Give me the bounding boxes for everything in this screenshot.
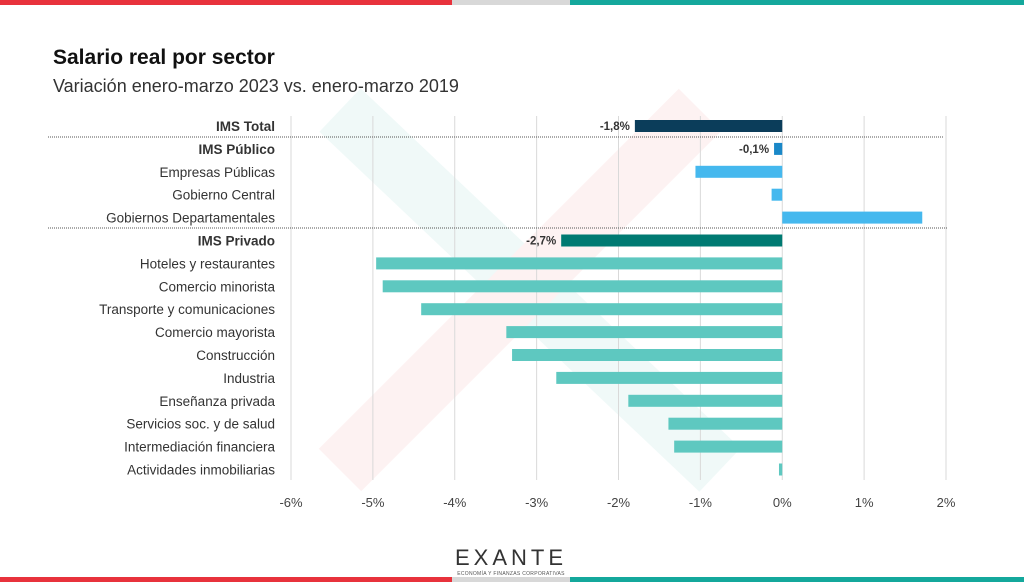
x-tick-label: 1% — [855, 495, 874, 510]
x-tick-label: -6% — [279, 495, 303, 510]
exante-logo: EXANTE ECONOMÍA Y FINANZAS CORPORATIVAS — [455, 545, 567, 577]
top-stripe-red — [0, 0, 452, 5]
x-tick-label: -3% — [525, 495, 549, 510]
bar-6 — [376, 257, 783, 270]
data-label: -0,1% — [739, 144, 769, 156]
category-label: IMS Privado — [198, 234, 275, 249]
category-label: Actividades inmobiliarias — [127, 463, 275, 478]
bar-12 — [628, 394, 783, 407]
category-label: Comercio minorista — [159, 279, 276, 294]
bar-11 — [556, 371, 783, 384]
logo-tagline: ECONOMÍA Y FINANZAS CORPORATIVAS — [457, 571, 565, 577]
bar-10 — [512, 349, 783, 361]
x-tick-label: 0% — [773, 495, 792, 510]
bar-15 — [778, 463, 783, 476]
bar-2 — [695, 165, 783, 178]
category-label: Comercio mayorista — [155, 325, 276, 340]
x-tick-label: 2% — [937, 495, 956, 510]
category-label: Industria — [223, 371, 275, 386]
top-stripe-teal — [570, 0, 1024, 5]
x-tick-label: -5% — [361, 495, 385, 510]
x-tick-label: -1% — [689, 495, 713, 510]
data-label: -1,8% — [600, 121, 630, 133]
bottom-stripe-red — [0, 577, 452, 582]
top-stripe-grey — [452, 0, 570, 5]
x-tick-label: -4% — [443, 495, 467, 510]
bar-13 — [668, 417, 783, 430]
logo-word: EXANTE — [455, 545, 568, 570]
bar-3 — [771, 188, 783, 201]
category-label: IMS Total — [216, 119, 275, 134]
category-label: Transporte y comunicaciones — [99, 302, 275, 317]
bar-5 — [561, 234, 783, 247]
category-label: Empresas Públicas — [159, 165, 275, 180]
chart-subtitle: Variación enero-marzo 2023 vs. enero-mar… — [53, 76, 459, 96]
bottom-stripe-teal — [570, 577, 1024, 582]
category-label: Gobierno Central — [172, 188, 275, 203]
bar-0 — [634, 120, 783, 132]
chart-title: Salario real por sector — [53, 46, 275, 69]
bar-8 — [421, 303, 783, 316]
category-label: Enseñanza privada — [159, 394, 275, 409]
category-label: Servicios soc. y de salud — [126, 417, 275, 432]
bar-9 — [506, 326, 783, 339]
category-label: Gobiernos Departamentales — [106, 211, 275, 226]
category-label: IMS Público — [198, 142, 275, 157]
x-tick-label: -2% — [607, 495, 631, 510]
category-label: Intermediación financiera — [124, 440, 275, 455]
data-label: -2,7% — [526, 236, 556, 248]
category-label: Hoteles y restaurantes — [140, 256, 275, 271]
bar-4 — [782, 211, 923, 224]
bar-1 — [774, 142, 783, 155]
bar-7 — [382, 280, 783, 293]
bar-14 — [674, 440, 783, 453]
bottom-stripe-grey — [452, 577, 570, 582]
category-label: Construcción — [196, 348, 275, 363]
